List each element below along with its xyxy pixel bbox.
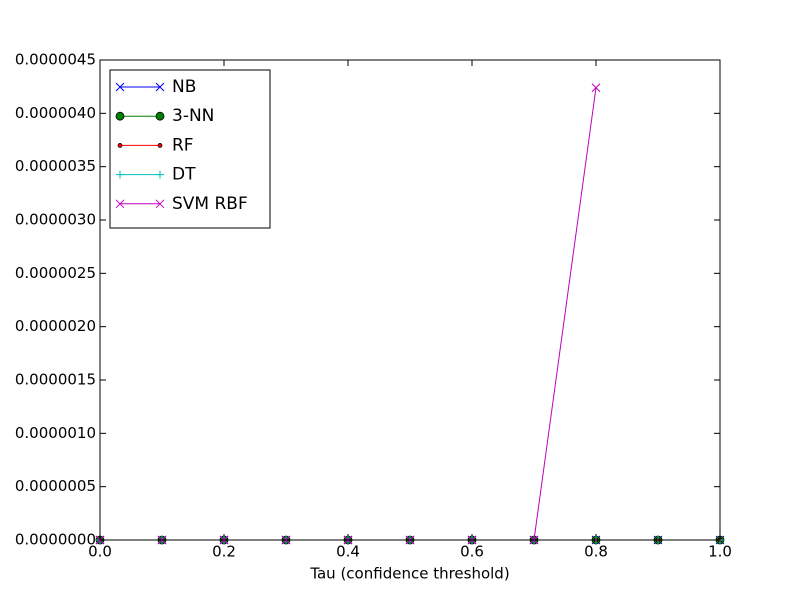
marker bbox=[155, 111, 165, 121]
x-tick-label: 0.4 bbox=[336, 543, 360, 561]
x-tick-label: 0.2 bbox=[212, 543, 236, 561]
x-axis-label: Tau (confidence threshold) bbox=[309, 565, 509, 583]
legend-label: RF bbox=[172, 135, 194, 155]
y-tick-label: 0.0000025 bbox=[15, 264, 96, 282]
marker bbox=[591, 83, 601, 93]
y-tick-label: 0.0000015 bbox=[15, 371, 96, 389]
y-tick-label: 0.0000040 bbox=[15, 104, 96, 122]
x-tick-label: 0.8 bbox=[584, 543, 608, 561]
y-tick-label: 0.0000020 bbox=[15, 317, 96, 335]
marker bbox=[157, 142, 163, 148]
x-tick-label: 0.0 bbox=[88, 543, 112, 561]
legend-label: DT bbox=[172, 165, 196, 185]
x-tick-label: 1.0 bbox=[708, 543, 732, 561]
marker bbox=[115, 199, 125, 209]
marker bbox=[117, 142, 123, 148]
plot-frame bbox=[99, 59, 721, 541]
x-tick-label: 0.6 bbox=[460, 543, 484, 561]
legend-label: NB bbox=[172, 77, 196, 97]
y-tick-label: 0.0000010 bbox=[15, 424, 96, 442]
legend: NB 3-NN RF DT SVM RBF bbox=[109, 69, 271, 229]
marker bbox=[156, 170, 164, 179]
legend-label: 3-NN bbox=[172, 106, 214, 126]
y-tick-label: 0.0000000 bbox=[15, 531, 96, 549]
y-tick-label: 0.0000005 bbox=[15, 477, 96, 495]
y-tick-label: 0.0000035 bbox=[15, 157, 96, 175]
marker bbox=[116, 170, 124, 179]
y-tick-label: 0.0000030 bbox=[15, 211, 96, 229]
legend-frame bbox=[109, 69, 271, 229]
marker bbox=[155, 82, 165, 92]
marker bbox=[115, 111, 125, 121]
marker bbox=[155, 199, 165, 209]
marker bbox=[115, 82, 125, 92]
legend-label: SVM RBF bbox=[172, 194, 248, 214]
y-tick-label: 0.0000045 bbox=[15, 51, 96, 69]
